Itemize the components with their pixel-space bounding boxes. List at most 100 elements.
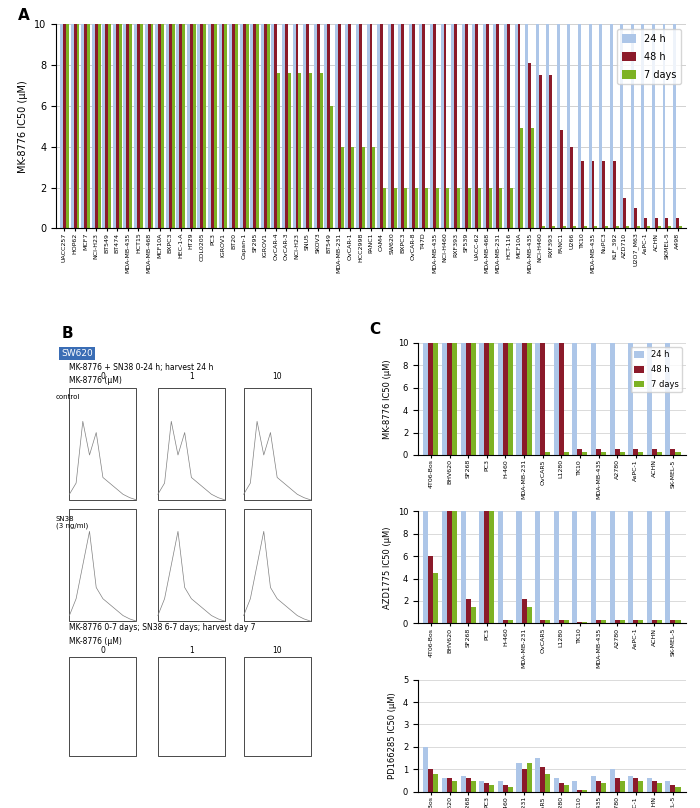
Bar (517, 763, 522, 792)
Bar (498, 343, 503, 455)
Bar (480, 343, 484, 455)
Bar (87, 24, 90, 229)
Bar (457, 187, 460, 229)
Bar (563, 226, 566, 229)
Text: 10: 10 (272, 372, 282, 381)
Bar (591, 776, 596, 792)
FancyBboxPatch shape (158, 388, 225, 500)
Bar (239, 24, 243, 229)
Bar (461, 511, 466, 624)
Bar (264, 24, 267, 229)
Text: C: C (370, 322, 381, 337)
Bar (63, 24, 66, 229)
Bar (573, 226, 576, 229)
Bar (208, 24, 211, 229)
Bar (578, 24, 581, 229)
Bar (570, 147, 573, 229)
Bar (341, 147, 344, 229)
Bar (486, 24, 489, 229)
Bar (652, 781, 657, 792)
Bar (657, 620, 662, 624)
Bar (193, 24, 196, 229)
Bar (466, 599, 470, 624)
Bar (615, 449, 620, 455)
Bar (211, 24, 214, 229)
Bar (496, 24, 499, 229)
Text: 1: 1 (189, 372, 194, 381)
Bar (372, 147, 375, 229)
Bar (666, 511, 671, 624)
Bar (134, 24, 137, 229)
Bar (578, 622, 582, 624)
Bar (282, 24, 285, 229)
Bar (452, 511, 457, 624)
Bar (447, 343, 452, 455)
Bar (148, 24, 150, 229)
Bar (610, 769, 615, 792)
Bar (503, 785, 508, 792)
Bar (465, 24, 468, 229)
Bar (197, 24, 200, 229)
Bar (345, 24, 349, 229)
Bar (105, 24, 108, 229)
Text: MK-8776 (μM): MK-8776 (μM) (69, 377, 122, 385)
Bar (359, 24, 362, 229)
Bar (503, 343, 508, 455)
Bar (447, 187, 449, 229)
Bar (447, 778, 452, 792)
Bar (599, 24, 602, 229)
FancyBboxPatch shape (244, 509, 311, 621)
Y-axis label: AZD1775 IC50 (μM): AZD1775 IC50 (μM) (383, 526, 392, 608)
Bar (127, 24, 130, 229)
Bar (638, 452, 643, 455)
Bar (444, 24, 447, 229)
FancyBboxPatch shape (69, 509, 136, 621)
Bar (484, 783, 489, 792)
Bar (461, 343, 466, 455)
Bar (74, 24, 76, 229)
Bar (581, 161, 584, 229)
Bar (596, 620, 601, 624)
Bar (517, 511, 522, 624)
Bar (559, 620, 564, 624)
Bar (272, 24, 274, 229)
Bar (349, 24, 351, 229)
Bar (620, 620, 624, 624)
Bar (119, 24, 122, 229)
Bar (155, 24, 158, 229)
Bar (508, 343, 513, 455)
Bar (582, 452, 587, 455)
Bar (535, 511, 540, 624)
Bar (615, 226, 619, 229)
Bar (592, 161, 594, 229)
Text: MK-8776 0-7 days; SN38 6-7 days; harvest day 7: MK-8776 0-7 days; SN38 6-7 days; harvest… (69, 623, 256, 632)
Bar (676, 452, 680, 455)
Bar (582, 789, 587, 792)
Bar (584, 226, 587, 229)
Bar (393, 187, 397, 229)
Bar (169, 24, 172, 229)
Bar (641, 24, 645, 229)
Bar (564, 785, 569, 792)
Bar (442, 511, 447, 624)
Bar (303, 24, 306, 229)
Bar (578, 789, 582, 792)
Bar (179, 24, 182, 229)
Text: SW620: SW620 (62, 349, 93, 358)
Bar (298, 74, 302, 229)
Bar (204, 24, 206, 229)
Bar (327, 24, 330, 229)
Bar (522, 769, 526, 792)
Bar (552, 226, 555, 229)
Bar (517, 343, 522, 455)
Bar (489, 187, 491, 229)
Bar (546, 24, 550, 229)
Bar (545, 452, 550, 455)
Bar (602, 161, 605, 229)
Bar (452, 781, 457, 792)
Bar (116, 24, 119, 229)
Text: B: B (62, 326, 73, 341)
Bar (521, 128, 524, 229)
Bar (338, 24, 341, 229)
Bar (94, 24, 97, 229)
